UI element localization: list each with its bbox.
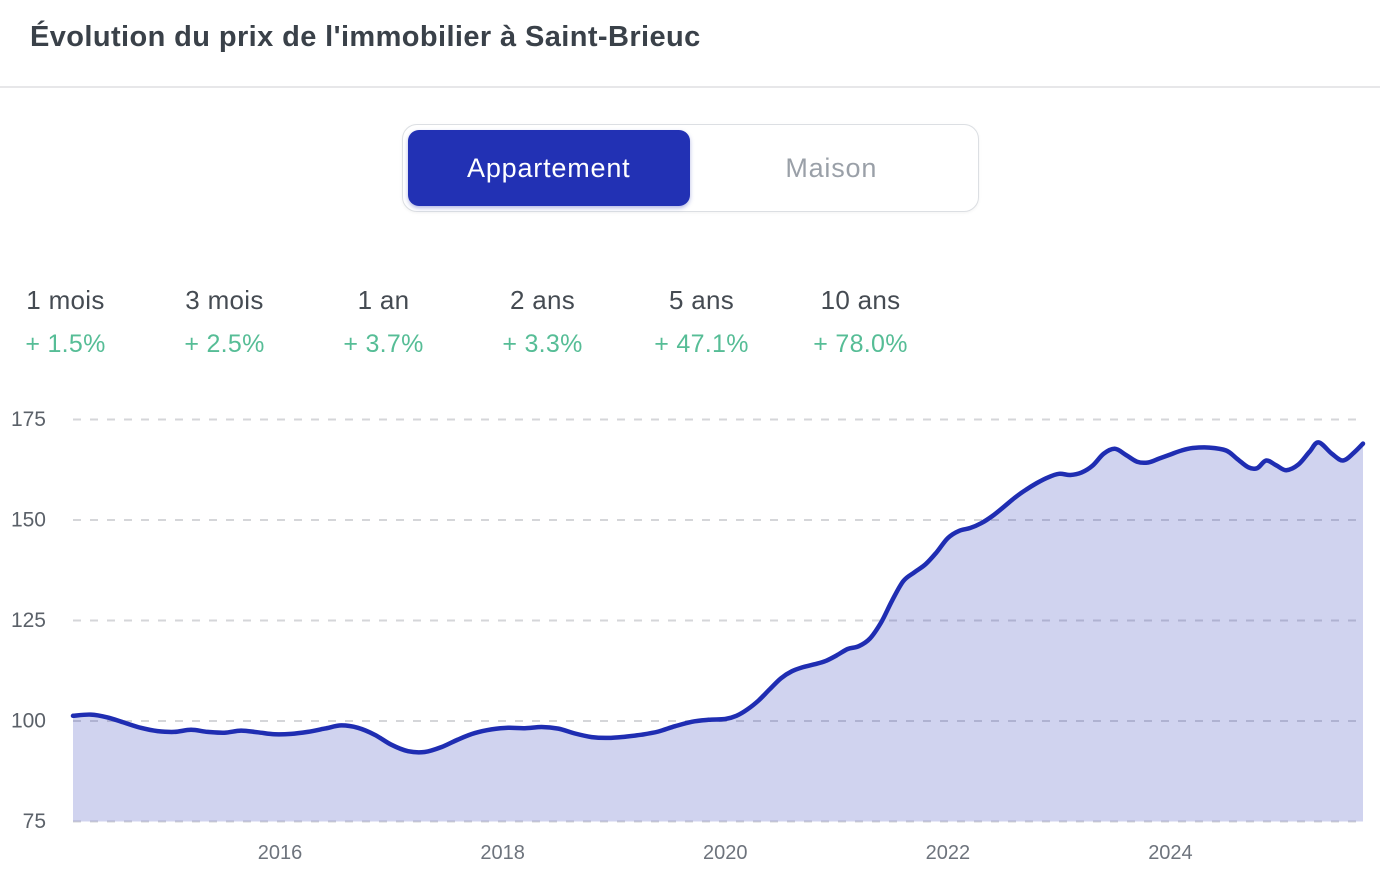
y-axis-tick-label: 100: [11, 710, 46, 733]
stat-period-label: 2 ans: [509, 285, 576, 315]
x-axis-tick-label: 2020: [703, 842, 748, 864]
x-axis: 2016 2018 2020 2022 2024: [258, 842, 1193, 864]
stat-change-value: + 47.1%: [654, 330, 749, 358]
stat-2-ans: 2 ans + 3.3%: [463, 285, 622, 359]
toggle-maison-button[interactable]: Maison: [690, 130, 973, 206]
stat-5-ans: 5 ans + 47.1%: [622, 285, 781, 359]
stat-change-value: + 78.0%: [813, 330, 908, 358]
price-chart: 75 100 125 150 175 2016 2018 2020 2022 2024: [11, 408, 1366, 864]
price-line: [70, 440, 1366, 755]
stat-period-label: 5 ans: [668, 285, 735, 315]
y-axis-tick-label: 150: [11, 509, 46, 532]
stat-3-mois: 3 mois + 2.5%: [145, 285, 304, 359]
stat-1-an: 1 an + 3.7%: [304, 285, 463, 359]
stat-period-label: 1 an: [357, 285, 410, 315]
stat-change-value: + 3.3%: [502, 330, 583, 358]
toggle-appartement-button[interactable]: Appartement: [407, 130, 690, 206]
stat-change-value: + 2.5%: [184, 330, 265, 358]
x-axis-tick-label: 2024: [1148, 842, 1193, 864]
page-title: Évolution du prix de l'immobilier à Sain…: [30, 21, 701, 53]
price-area: [73, 442, 1363, 822]
stat-10-ans: 10 ans + 78.0%: [781, 285, 940, 359]
stat-change-value: + 3.7%: [343, 330, 424, 358]
x-axis-tick-label: 2022: [926, 842, 971, 864]
price-evolution-stats: 1 mois + 1.5% 3 mois + 2.5% 1 an + 3.7% …: [0, 285, 1380, 359]
header-divider: [0, 86, 1380, 88]
header: Évolution du prix de l'immobilier à Sain…: [0, 0, 1380, 54]
stat-period-label: 10 ans: [820, 285, 901, 315]
stat-1-mois: 1 mois + 1.5%: [0, 285, 145, 359]
y-axis-tick-label: 125: [11, 609, 46, 632]
x-axis-tick-label: 2016: [258, 842, 303, 864]
stat-period-label: 1 mois: [26, 285, 105, 315]
x-axis-tick-label: 2018: [480, 842, 525, 864]
y-axis-tick-label: 175: [11, 408, 46, 431]
stat-period-label: 3 mois: [185, 285, 264, 315]
grid-lines: [73, 418, 1363, 823]
property-type-toggle: Appartement Maison: [401, 124, 979, 212]
y-axis: 75 100 125 150 175: [11, 408, 46, 833]
y-axis-tick-label: 75: [23, 810, 46, 833]
stat-change-value: + 1.5%: [25, 330, 106, 358]
